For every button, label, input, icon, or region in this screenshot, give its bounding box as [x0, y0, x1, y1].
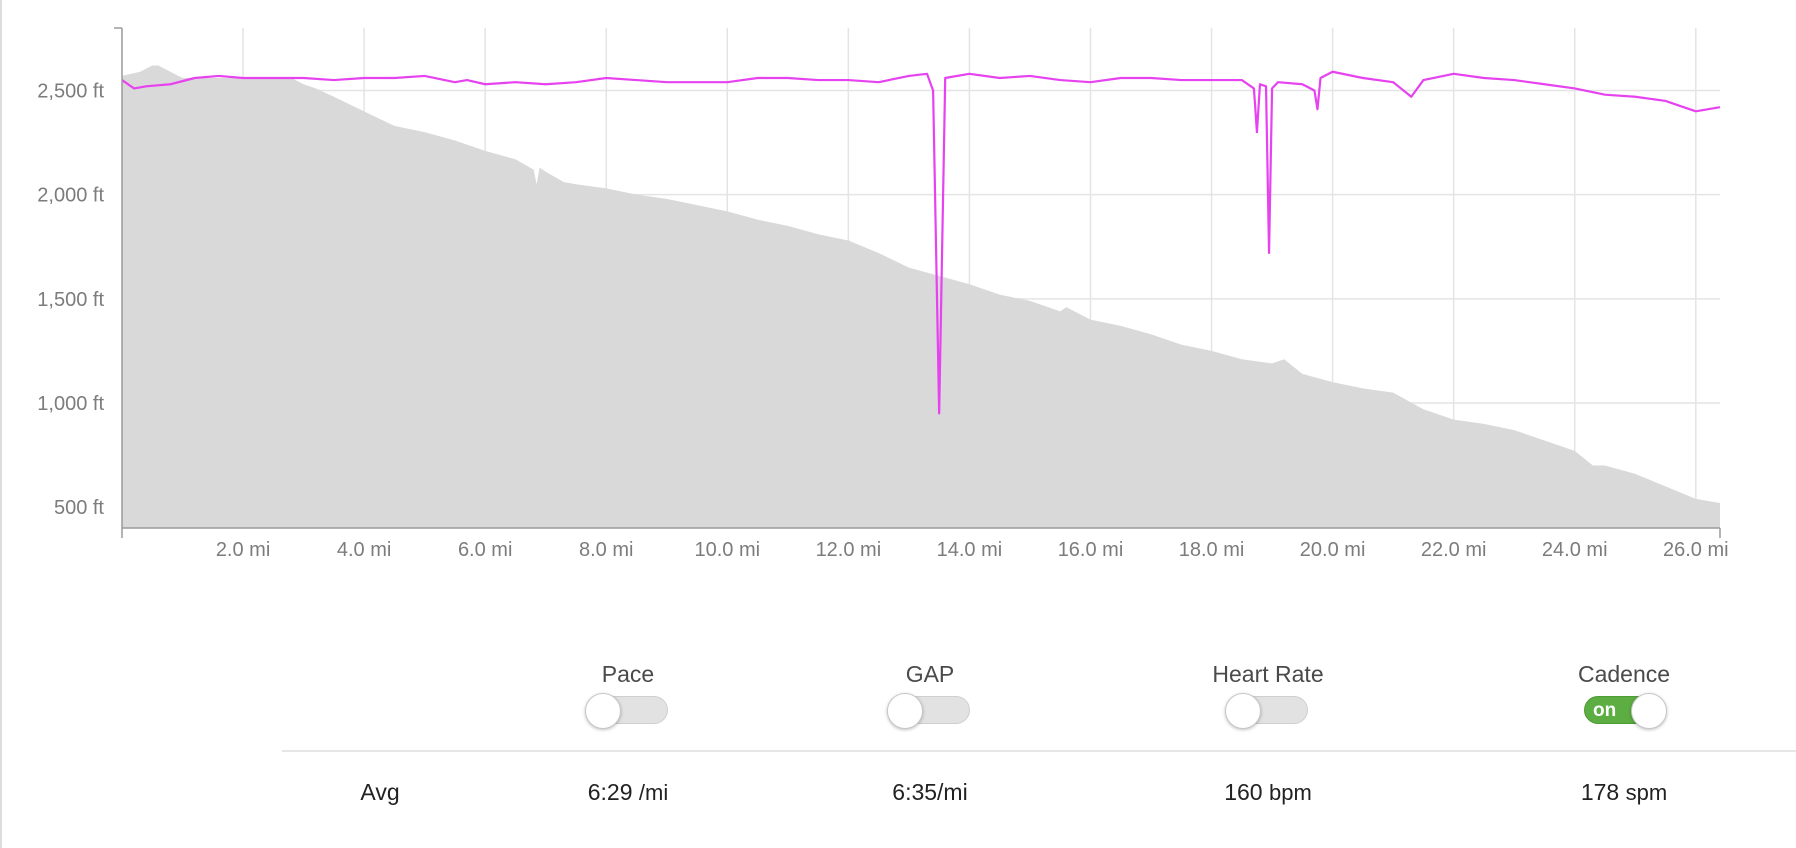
x-tick-label: 24.0 mi	[1542, 539, 1608, 561]
avg-cadence-number: 178	[1580, 779, 1620, 805]
x-tick-label: 26.0 mi	[1663, 539, 1729, 561]
x-tick-label: 22.0 mi	[1421, 539, 1487, 561]
gap-toggle-group: GAP	[820, 660, 1040, 729]
toggle-knob	[1225, 693, 1261, 729]
toggle-knob	[585, 693, 621, 729]
toggle-on-text: on	[1593, 700, 1617, 721]
avg-heart-rate-value: 160 bpm	[1158, 778, 1378, 807]
avg-heart-rate-number: 160	[1224, 779, 1263, 805]
cadence-toggle-label: Cadence	[1577, 661, 1671, 687]
label-layer: 500 ft 1,000 ft 1,500 ft 2,000 ft 2,500 ft 2.…	[37, 81, 1728, 562]
toggle-knob	[887, 693, 923, 729]
elevation-cadence-chart: 500 ft 1,000 ft 1,500 ft 2,000 ft 2,500 ft 2.…	[37, 27, 1729, 562]
area-layer	[122, 65, 1720, 528]
x-tick-label: 18.0 mi	[1179, 539, 1245, 561]
gap-toggle[interactable]	[887, 693, 970, 729]
y-tick-label: 2,000 ft	[37, 185, 104, 207]
page-left-border	[0, 0, 2, 848]
y-tick-label: 1,000 ft	[37, 393, 104, 415]
toggle-knob	[1631, 693, 1667, 729]
pace-toggle-group: Pace	[518, 660, 738, 729]
cadence-line	[121, 70, 1721, 415]
heart-rate-toggle-group: Heart Rate	[1158, 660, 1378, 729]
avg-pace-unit: /mi	[638, 780, 669, 805]
avg-gap-number: 6:35/mi	[892, 779, 968, 805]
avg-gap-value: 6:35/mi	[820, 778, 1040, 806]
x-tick-label: 10.0 mi	[695, 539, 761, 561]
avg-cadence-unit: spm	[1625, 780, 1668, 805]
avg-heart-rate-unit: bpm	[1268, 780, 1312, 805]
gap-toggle-label: GAP	[905, 661, 955, 687]
x-tick-label: 2.0 mi	[216, 539, 270, 561]
axis-layer	[114, 27, 1721, 538]
stats-divider	[282, 750, 1796, 752]
cadence-toggle[interactable]: on	[1584, 693, 1667, 729]
pace-toggle[interactable]	[585, 693, 668, 729]
y-tick-label: 1,500 ft	[37, 289, 104, 311]
metric-controls: Pace GAP Heart Rate Cadence on Avg 6:29 …	[0, 640, 1796, 848]
elevation-area	[122, 65, 1720, 528]
cadence-toggle-group: Cadence on	[1514, 660, 1734, 729]
x-tick-label: 16.0 mi	[1058, 539, 1124, 561]
y-tick-label: 500 ft	[54, 497, 104, 519]
x-tick-label: 20.0 mi	[1300, 539, 1366, 561]
x-tick-label: 12.0 mi	[816, 539, 882, 561]
x-tick-label: 4.0 mi	[337, 539, 391, 561]
heart-rate-toggle[interactable]	[1225, 693, 1308, 729]
avg-row-label: Avg	[360, 779, 400, 805]
avg-pace-value: 6:29 /mi	[518, 778, 738, 807]
x-tick-label: 8.0 mi	[579, 539, 633, 561]
x-tick-label: 6.0 mi	[458, 539, 512, 561]
line-layer	[121, 70, 1721, 415]
heart-rate-toggle-label: Heart Rate	[1212, 661, 1324, 687]
y-tick-label: 2,500 ft	[37, 81, 104, 103]
x-tick-label: 14.0 mi	[937, 539, 1003, 561]
pace-toggle-label: Pace	[601, 661, 655, 687]
avg-cadence-value: 178 spm	[1514, 778, 1734, 807]
avg-pace-number: 6:29	[587, 779, 633, 805]
